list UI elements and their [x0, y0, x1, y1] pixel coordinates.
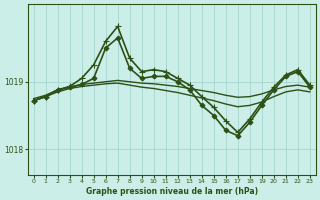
X-axis label: Graphe pression niveau de la mer (hPa): Graphe pression niveau de la mer (hPa) — [86, 187, 258, 196]
